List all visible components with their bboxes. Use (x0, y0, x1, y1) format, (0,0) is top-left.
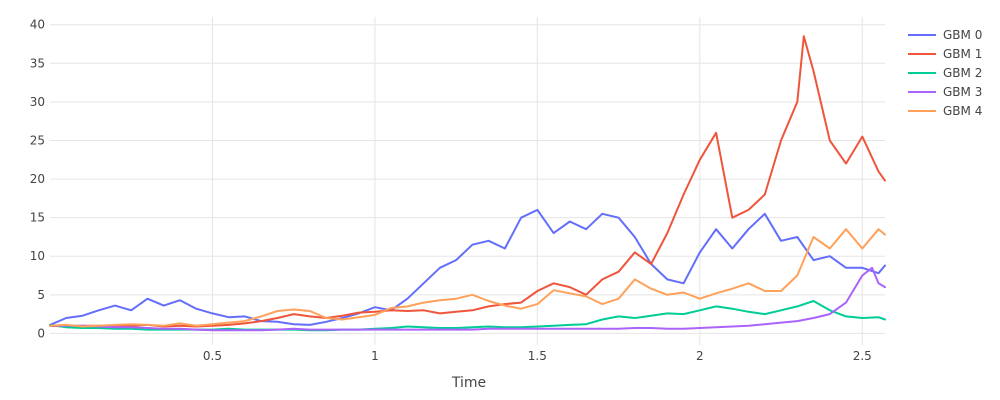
x-tick-label: 1.5 (528, 349, 547, 363)
legend-item-gbm-3[interactable]: GBM 3 (908, 85, 982, 99)
legend-item-gbm-2[interactable]: GBM 2 (908, 66, 982, 80)
x-tick-label: 1 (371, 349, 379, 363)
gridlines (50, 17, 885, 345)
y-tick-label: 0 (37, 326, 45, 340)
y-tick-label: 25 (30, 133, 45, 147)
series-line-gbm-1 (49, 35, 886, 328)
legend-item-gbm-4[interactable]: GBM 4 (908, 104, 982, 118)
legend-item-gbm-0[interactable]: GBM 0 (908, 28, 982, 42)
y-tick-label: 40 (30, 18, 45, 32)
series-line-gbm-4 (49, 228, 886, 328)
y-tick-label: 35 (30, 56, 45, 70)
legend-label: GBM 2 (943, 66, 982, 80)
series-line-gbm-3 (49, 266, 886, 332)
legend-label: GBM 0 (943, 28, 982, 42)
legend-label: GBM 3 (943, 85, 982, 99)
legend[interactable]: GBM 0 GBM 1 GBM 2 GBM 3 GBM 4 (908, 28, 982, 118)
x-axis-title: Time (451, 375, 486, 391)
y-tick-label: 20 (30, 172, 45, 186)
y-axis-ticks: 0 5 10 15 20 25 30 35 40 (30, 18, 45, 341)
y-tick-label: 15 (30, 211, 45, 225)
y-tick-label: 30 (30, 95, 45, 109)
legend-label: GBM 4 (943, 104, 982, 118)
legend-label: GBM 1 (943, 47, 982, 61)
x-tick-label: 2 (696, 349, 704, 363)
x-tick-label: 0.5 (203, 349, 222, 363)
y-tick-label: 10 (30, 249, 45, 263)
x-axis-ticks: 0.5 1 1.5 2 2.5 (203, 349, 872, 363)
legend-item-gbm-1[interactable]: GBM 1 (908, 47, 982, 61)
series-line-gbm-0 (49, 208, 886, 326)
series-lines (49, 35, 886, 332)
x-tick-label: 2.5 (853, 349, 872, 363)
y-tick-label: 5 (37, 288, 45, 302)
